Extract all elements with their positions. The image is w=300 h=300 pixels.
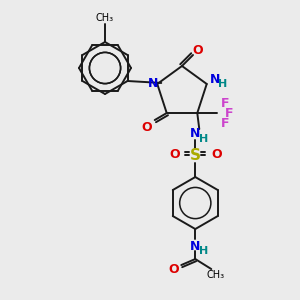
- Text: CH₃: CH₃: [96, 13, 114, 23]
- Text: O: O: [168, 262, 178, 275]
- Text: F: F: [221, 116, 230, 130]
- Text: H: H: [199, 134, 208, 144]
- Text: O: O: [193, 44, 203, 56]
- Text: N: N: [190, 239, 200, 253]
- Text: H: H: [199, 246, 208, 256]
- Text: F: F: [221, 97, 230, 110]
- Text: O: O: [211, 148, 222, 160]
- Text: O: O: [169, 148, 180, 160]
- Text: N: N: [148, 77, 158, 91]
- Text: F: F: [225, 106, 233, 119]
- Text: CH₃: CH₃: [206, 270, 224, 280]
- Text: N: N: [190, 127, 200, 140]
- Text: N: N: [209, 74, 220, 86]
- Text: O: O: [141, 121, 152, 134]
- Text: H: H: [218, 79, 227, 89]
- Text: S: S: [190, 148, 201, 163]
